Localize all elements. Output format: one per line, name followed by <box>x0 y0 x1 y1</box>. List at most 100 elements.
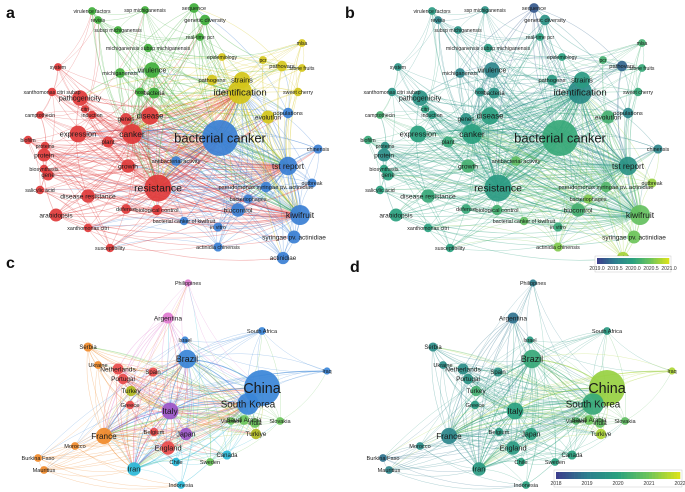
node-genes[interactable] <box>460 113 472 125</box>
node-turkiye[interactable] <box>250 428 262 440</box>
node-resistance[interactable] <box>484 174 512 202</box>
node-iraq[interactable] <box>323 367 331 375</box>
node-canada[interactable] <box>222 450 232 460</box>
node-bacteria[interactable] <box>488 87 500 99</box>
node-populations[interactable] <box>282 107 294 119</box>
node-france[interactable] <box>95 427 113 445</box>
node-pcr[interactable] <box>599 56 607 64</box>
node-camptothecin[interactable] <box>36 111 44 119</box>
node-genes[interactable] <box>120 113 132 125</box>
node-salicylic-acid[interactable] <box>35 185 45 195</box>
node-strains[interactable] <box>573 71 591 89</box>
node-michiganensis-subsp-michiganensis[interactable] <box>143 43 153 53</box>
node-serbia[interactable] <box>428 342 438 352</box>
node-england[interactable] <box>161 441 175 455</box>
node-evolution[interactable] <box>261 110 275 124</box>
node-pcr[interactable] <box>259 56 267 64</box>
node-induction[interactable] <box>87 110 97 120</box>
node-saudi-arabia[interactable] <box>239 415 249 425</box>
node-bacteriophages[interactable] <box>243 194 253 204</box>
node-south-korea[interactable] <box>237 393 259 415</box>
node-vietnam[interactable] <box>572 417 580 425</box>
node-proteins[interactable] <box>40 141 50 151</box>
node-biological-control[interactable] <box>151 204 163 216</box>
node-real-time-pcr[interactable] <box>196 33 204 41</box>
node-indonesia[interactable] <box>177 481 185 489</box>
node-system[interactable] <box>394 63 402 71</box>
node-biological-control[interactable] <box>491 204 503 216</box>
node-chile[interactable] <box>516 457 526 467</box>
node-england[interactable] <box>506 441 520 455</box>
node-epidemiology[interactable] <box>558 53 566 61</box>
node-xanthomonas-citri-subsp[interactable] <box>387 87 397 97</box>
node-portugal[interactable] <box>117 373 129 385</box>
node-greece[interactable] <box>125 400 135 410</box>
node-chinensis[interactable] <box>313 144 323 154</box>
node-xanthomonas-citri[interactable] <box>423 223 433 233</box>
node-italy[interactable] <box>161 402 179 420</box>
node-south-africa[interactable] <box>603 327 611 335</box>
node-burkina-faso[interactable] <box>34 454 42 462</box>
node-kiwifruit[interactable] <box>630 205 650 225</box>
node-brazil[interactable] <box>522 349 542 369</box>
node-stone-fruits[interactable] <box>298 64 306 72</box>
node-arabidopsis[interactable] <box>49 208 63 222</box>
node-ssp-michiganensis[interactable] <box>481 6 489 14</box>
node-mlsa[interactable] <box>298 39 306 47</box>
node-sweet-cherry[interactable] <box>633 87 643 97</box>
node-israel[interactable] <box>181 336 189 344</box>
node-biosynthesis[interactable] <box>39 164 49 174</box>
node-serbia[interactable] <box>83 342 93 352</box>
node-tst-report[interactable] <box>278 156 298 176</box>
node-susceptibility[interactable] <box>445 243 455 253</box>
node-pseudomonas-syringae-pv-actinidiae[interactable] <box>600 181 612 193</box>
node-france[interactable] <box>440 427 458 445</box>
node-expression[interactable] <box>69 125 87 143</box>
node-growth[interactable] <box>121 159 135 173</box>
node-protein[interactable] <box>377 148 391 162</box>
node-spain[interactable] <box>493 367 503 377</box>
node-michiganensis[interactable] <box>455 68 465 78</box>
node-virulence[interactable] <box>484 62 500 78</box>
node-mauritius[interactable] <box>385 466 393 474</box>
node-canker[interactable] <box>122 124 142 144</box>
node-susceptibility[interactable] <box>105 243 115 253</box>
node-south-africa[interactable] <box>258 327 266 335</box>
node-virulence-factors[interactable] <box>428 7 436 15</box>
node-morocco[interactable] <box>416 442 424 450</box>
node-canker[interactable] <box>462 124 482 144</box>
node-host[interactable] <box>135 87 145 97</box>
node-saudi-arabia[interactable] <box>584 415 594 425</box>
node-belgium[interactable] <box>149 427 159 437</box>
node-expression[interactable] <box>409 125 427 143</box>
node-canada[interactable] <box>567 450 577 460</box>
node-portugal[interactable] <box>462 373 474 385</box>
node-pathogens[interactable] <box>206 74 218 86</box>
node-pathogenicity[interactable] <box>412 90 428 106</box>
node-bacterial-canker[interactable] <box>202 120 238 156</box>
node-arabidopsis[interactable] <box>389 208 403 222</box>
node-italy[interactable] <box>506 402 524 420</box>
node-in-vitro[interactable] <box>213 222 223 232</box>
node-pseudomonas-syringae-pv-actinidiae[interactable] <box>260 181 272 193</box>
node-israel[interactable] <box>526 336 534 344</box>
node-host[interactable] <box>475 87 485 97</box>
node-citri[interactable] <box>81 105 89 113</box>
node-in-vitro[interactable] <box>553 222 563 232</box>
node-japan[interactable] <box>179 427 193 441</box>
node-slovakia[interactable] <box>621 417 629 425</box>
node-protein[interactable] <box>37 148 51 162</box>
node-greece[interactable] <box>470 400 480 410</box>
node-disease[interactable] <box>141 107 159 125</box>
node-india[interactable] <box>250 418 260 428</box>
node-biosynthesis[interactable] <box>379 164 389 174</box>
node-mlsa[interactable] <box>638 39 646 47</box>
node-indonesia[interactable] <box>522 481 530 489</box>
node-defense[interactable] <box>461 204 471 214</box>
node-spain[interactable] <box>148 367 158 377</box>
node-outbreak[interactable] <box>647 178 657 188</box>
node-philippines[interactable] <box>184 279 192 287</box>
node-pathogens[interactable] <box>546 74 558 86</box>
node-xanthomonas-citri[interactable] <box>83 223 93 233</box>
node-antibacterial-activity[interactable] <box>511 156 521 166</box>
